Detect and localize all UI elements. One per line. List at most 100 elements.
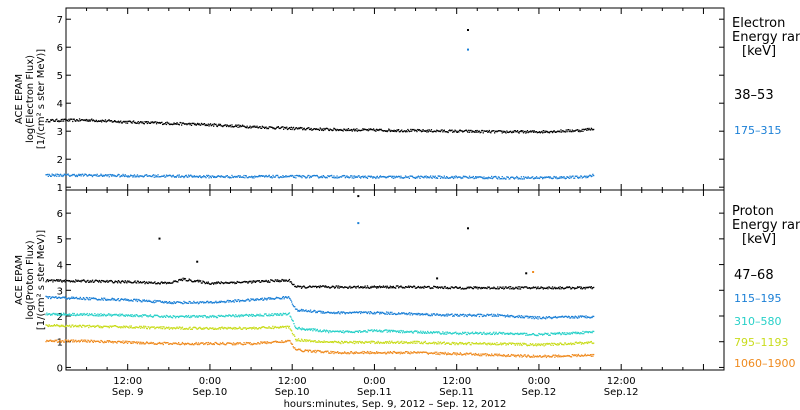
data-point bbox=[321, 331, 323, 333]
data-point bbox=[133, 326, 136, 329]
data-point bbox=[166, 175, 168, 177]
data-point bbox=[45, 174, 47, 176]
data-point bbox=[507, 314, 509, 316]
data-point bbox=[586, 129, 588, 131]
data-point bbox=[62, 280, 64, 282]
data-point bbox=[412, 286, 414, 288]
data-point bbox=[321, 128, 324, 130]
data-point bbox=[440, 129, 442, 131]
data-point bbox=[410, 312, 412, 314]
data-point bbox=[310, 176, 312, 178]
data-point bbox=[475, 342, 477, 344]
data-point bbox=[584, 175, 586, 177]
data-point bbox=[220, 327, 222, 329]
data-point bbox=[290, 329, 292, 331]
data-point bbox=[449, 129, 451, 131]
data-point bbox=[452, 332, 455, 334]
data-point bbox=[419, 332, 421, 334]
data-point bbox=[256, 313, 258, 316]
data-point bbox=[411, 341, 413, 344]
data-point bbox=[85, 281, 87, 283]
data-point bbox=[63, 341, 65, 343]
data-point bbox=[580, 130, 582, 132]
data-point bbox=[319, 176, 321, 178]
data-point bbox=[300, 175, 302, 177]
data-point bbox=[367, 286, 369, 289]
data-point bbox=[143, 327, 145, 329]
data-point bbox=[301, 310, 303, 312]
data-point bbox=[366, 331, 369, 333]
data-point bbox=[384, 351, 386, 353]
data-point bbox=[171, 176, 173, 178]
data-point bbox=[385, 177, 388, 179]
data-point bbox=[519, 344, 521, 346]
data-point bbox=[444, 314, 446, 316]
data-point bbox=[395, 313, 397, 316]
data-point bbox=[178, 315, 180, 318]
data-point bbox=[213, 125, 215, 127]
data-point bbox=[103, 325, 105, 327]
data-point bbox=[237, 126, 239, 128]
data-point bbox=[354, 340, 356, 343]
data-point bbox=[207, 281, 209, 283]
data-point bbox=[360, 286, 362, 288]
data-point bbox=[379, 311, 382, 313]
data-point bbox=[464, 130, 466, 132]
data-point bbox=[136, 315, 139, 317]
data-point bbox=[221, 343, 223, 345]
data-point bbox=[61, 340, 63, 342]
data-point bbox=[465, 315, 468, 317]
data-point bbox=[521, 344, 523, 347]
data-point bbox=[144, 300, 146, 302]
data-point bbox=[290, 316, 292, 318]
data-point bbox=[136, 280, 139, 282]
data-point bbox=[556, 131, 558, 133]
data-point bbox=[248, 280, 251, 282]
data-point bbox=[542, 286, 544, 289]
data-point bbox=[271, 313, 273, 315]
spike-point bbox=[196, 260, 199, 263]
data-point bbox=[491, 130, 493, 132]
data-point bbox=[329, 330, 331, 332]
data-point bbox=[101, 327, 104, 329]
data-point bbox=[74, 120, 76, 122]
data-point bbox=[518, 342, 520, 345]
data-point bbox=[312, 129, 314, 131]
data-point bbox=[47, 297, 49, 299]
data-point bbox=[99, 280, 101, 282]
data-point bbox=[538, 343, 540, 345]
data-point bbox=[145, 314, 147, 316]
data-point bbox=[171, 343, 173, 345]
data-point bbox=[263, 280, 265, 282]
data-point bbox=[444, 177, 446, 179]
data-point bbox=[387, 341, 389, 343]
data-point bbox=[283, 176, 286, 178]
data-point bbox=[420, 313, 422, 315]
data-point bbox=[363, 176, 366, 178]
data-point bbox=[97, 120, 99, 123]
data-point bbox=[331, 286, 333, 288]
data-point bbox=[319, 127, 321, 129]
data-point bbox=[184, 123, 186, 125]
data-point bbox=[500, 332, 503, 334]
data-point bbox=[213, 283, 215, 285]
data-point bbox=[404, 286, 407, 288]
data-point bbox=[367, 311, 369, 313]
data-point bbox=[212, 175, 214, 177]
data-point bbox=[588, 286, 590, 288]
data-point bbox=[261, 175, 263, 177]
data-point bbox=[299, 174, 301, 177]
data-point bbox=[56, 120, 59, 122]
data-point bbox=[372, 340, 374, 342]
data-point bbox=[69, 339, 72, 342]
data-point bbox=[315, 174, 318, 177]
data-point bbox=[321, 176, 324, 179]
data-point bbox=[513, 315, 515, 317]
data-point bbox=[282, 312, 284, 314]
data-point bbox=[164, 300, 166, 303]
data-point bbox=[525, 132, 527, 134]
data-point bbox=[118, 300, 120, 302]
data-point bbox=[155, 301, 157, 303]
data-point bbox=[104, 340, 106, 343]
data-point bbox=[481, 343, 483, 345]
